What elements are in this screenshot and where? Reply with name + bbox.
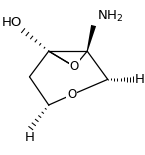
Text: H: H bbox=[25, 131, 34, 144]
Text: HO: HO bbox=[1, 16, 22, 29]
Text: NH$_2$: NH$_2$ bbox=[97, 9, 124, 24]
Text: O: O bbox=[67, 88, 76, 101]
Polygon shape bbox=[87, 25, 96, 51]
Text: O: O bbox=[70, 60, 79, 73]
Text: H: H bbox=[135, 73, 145, 86]
